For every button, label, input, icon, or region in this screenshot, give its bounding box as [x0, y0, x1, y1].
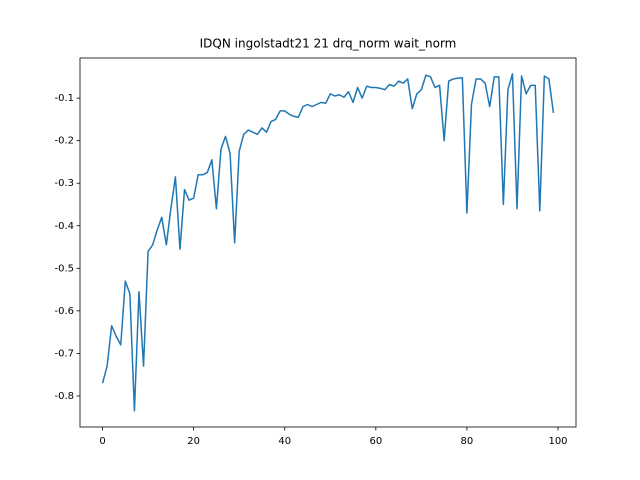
y-tick-label: -0.3: [54, 178, 74, 189]
chart-title: IDQN ingolstadt21 21 drq_norm wait_norm: [200, 37, 457, 51]
y-tick-label: -0.7: [54, 348, 74, 359]
y-tick-label: -0.1: [54, 93, 74, 104]
x-tick-label: 20: [187, 436, 200, 447]
y-tick-label: -0.8: [54, 391, 74, 402]
x-tick-label: 80: [461, 436, 474, 447]
x-tick-label: 60: [369, 436, 382, 447]
y-tick-label: -0.6: [54, 306, 74, 317]
y-tick-label: -0.2: [54, 136, 74, 147]
plot-frame: [79, 57, 577, 428]
x-tick-label: 40: [278, 436, 291, 447]
y-tick-label: -0.4: [54, 221, 74, 232]
y-tick-label: -0.5: [54, 263, 74, 274]
line: [101, 73, 555, 412]
x-tick-label: 100: [548, 436, 567, 447]
x-tick-label: 0: [99, 436, 105, 447]
